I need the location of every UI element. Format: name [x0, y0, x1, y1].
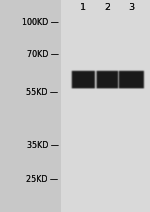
- Text: 25KD —: 25KD —: [27, 175, 58, 184]
- FancyBboxPatch shape: [61, 3, 150, 208]
- Text: 2: 2: [104, 3, 110, 12]
- Text: 25KD —: 25KD —: [27, 175, 58, 184]
- FancyBboxPatch shape: [0, 0, 61, 212]
- Text: 100KD —: 100KD —: [22, 18, 58, 27]
- Text: 70KD —: 70KD —: [27, 50, 58, 59]
- Text: 55KD —: 55KD —: [27, 88, 58, 97]
- Text: 3: 3: [128, 3, 134, 12]
- Text: 1: 1: [80, 3, 86, 12]
- Text: 2: 2: [104, 3, 110, 12]
- Text: 100KD —: 100KD —: [22, 18, 58, 27]
- Text: 55KD —: 55KD —: [27, 88, 58, 97]
- Text: 70KD —: 70KD —: [27, 50, 58, 59]
- Text: 3: 3: [128, 3, 134, 12]
- Text: 35KD —: 35KD —: [27, 141, 58, 150]
- Text: 1: 1: [80, 3, 86, 12]
- Text: 35KD —: 35KD —: [27, 141, 58, 150]
